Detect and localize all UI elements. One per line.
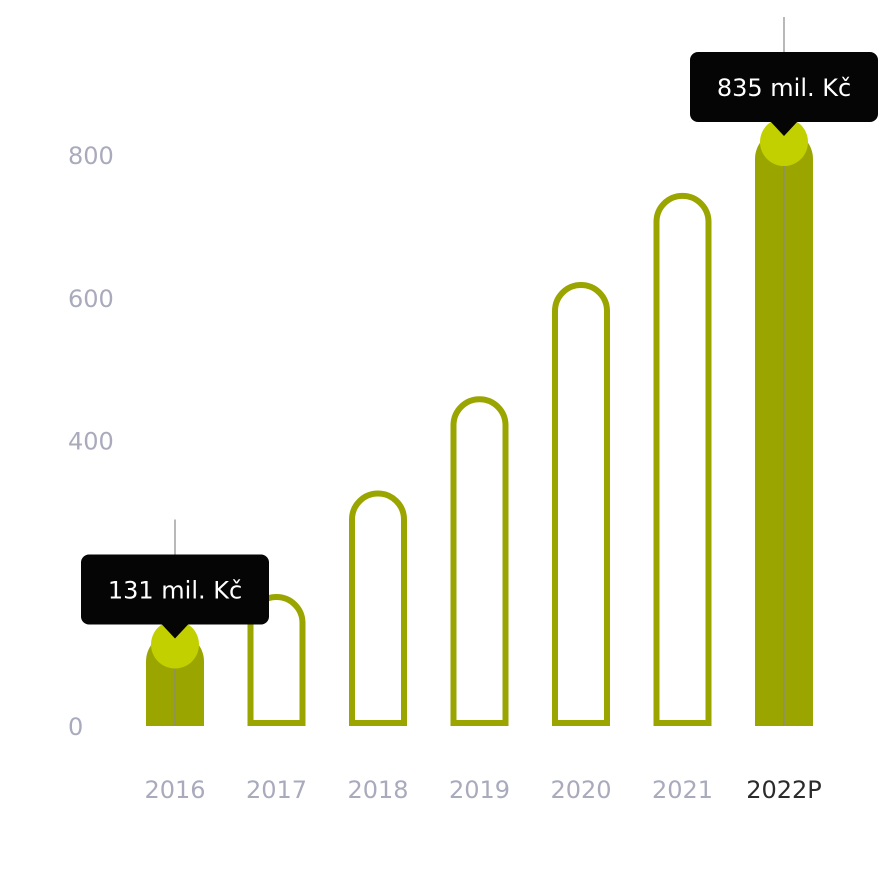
annotations: 131 mil. Kč 835 mil. Kč xyxy=(81,17,878,726)
bar-outline xyxy=(552,282,610,726)
x-tick-label: 2020 xyxy=(550,776,611,804)
bar-outline xyxy=(450,396,509,726)
bar-outline xyxy=(349,490,407,726)
bar-outline xyxy=(653,192,712,726)
x-tick-label: 2018 xyxy=(347,776,408,804)
tooltip-value-label: 131 mil. Kč xyxy=(108,576,242,604)
x-tick-label: 2016 xyxy=(144,776,205,804)
tooltip-box xyxy=(690,52,878,123)
bars xyxy=(146,130,813,727)
x-tick-label: 2017 xyxy=(246,776,307,804)
tooltip-pointer xyxy=(161,623,189,639)
x-tick-label: 2021 xyxy=(652,776,713,804)
tooltip-value-label: 835 mil. Kč xyxy=(717,74,851,102)
x-tick-label: 2022P xyxy=(746,776,822,804)
y-tick-label: 800 xyxy=(68,142,114,170)
x-tick-label: 2019 xyxy=(449,776,510,804)
y-axis: 0 400 600 800 xyxy=(68,142,114,741)
y-tick-label: 400 xyxy=(68,428,114,456)
data-point-marker xyxy=(760,118,808,167)
y-tick-label: 0 xyxy=(68,713,83,741)
tooltip-pointer xyxy=(770,121,798,137)
y-tick-label: 600 xyxy=(68,285,114,313)
x-axis: 2016 2017 2018 2019 2020 2021 2022P xyxy=(144,776,821,804)
tooltip-box xyxy=(81,554,269,625)
data-point-marker xyxy=(151,620,199,669)
